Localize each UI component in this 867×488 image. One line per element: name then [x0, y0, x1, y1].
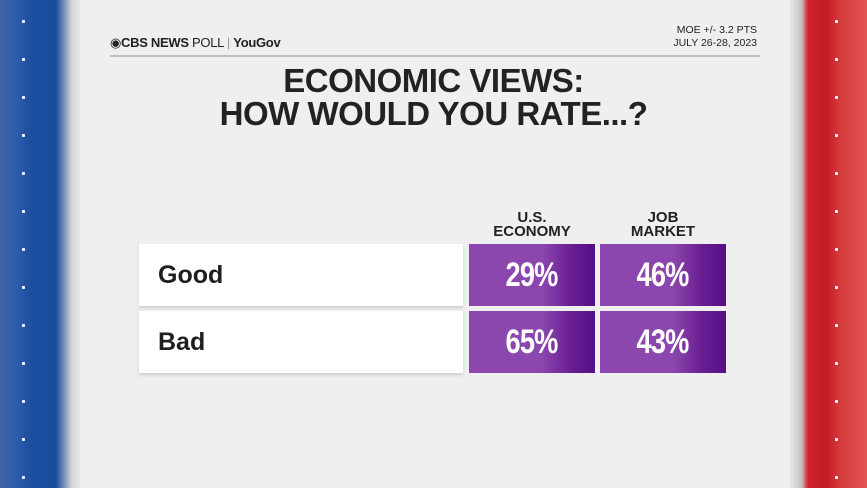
red-stripe-dot [835, 58, 838, 61]
row-label-bad: Bad [139, 311, 463, 373]
blue-stripe-dot [22, 172, 25, 175]
blue-stripe-dot [22, 96, 25, 99]
column-header-us-economy: U.S. ECONOMY [469, 209, 595, 240]
red-stripe-dot [835, 324, 838, 327]
blue-stripe-dot [22, 248, 25, 251]
poll-label: POLL [192, 35, 224, 50]
row-label-good: Good [139, 244, 463, 306]
cbs-yougov-logo: ◉CBS NEWS POLL | YouGov [110, 35, 281, 50]
brand: CBS NEWS [121, 35, 189, 50]
red-stripe-dot [835, 20, 838, 23]
cell-bad-us-economy: 65% [469, 311, 595, 373]
cell-good-job-market: 46% [600, 244, 726, 306]
red-stripe-dot [835, 172, 838, 175]
red-stripe-dot [835, 134, 838, 137]
column-header-job-market: JOB MARKET [600, 209, 726, 240]
blue-stripe-decoration [0, 0, 80, 488]
blue-stripe-dot [22, 134, 25, 137]
title-line-2: HOW WOULD YOU RATE...? [219, 95, 648, 132]
cbs-eye-icon: ◉ [110, 35, 122, 50]
red-stripe-dot [835, 476, 838, 479]
column-header-line: MARKET [630, 223, 696, 240]
partner: YouGov [233, 35, 281, 50]
value-label: 29% [505, 256, 559, 294]
red-stripe-dot [835, 210, 838, 213]
blue-stripe-dot [22, 324, 25, 327]
value-label: 65% [505, 323, 559, 361]
red-stripe-dot [835, 438, 838, 441]
blue-stripe-dot [22, 286, 25, 289]
poll-dates: JULY 26-28, 2023 [673, 37, 757, 49]
red-stripe-dot [835, 362, 838, 365]
blue-stripe-dot [22, 438, 25, 441]
blue-stripe-dot [22, 58, 25, 61]
value-label: 43% [636, 323, 690, 361]
red-stripe-dot [835, 248, 838, 251]
column-header-line: ECONOMY [493, 223, 571, 240]
value-label: 46% [636, 256, 690, 294]
blue-stripe-dot [22, 210, 25, 213]
blue-stripe-dot [22, 400, 25, 403]
cell-good-us-economy: 29% [469, 244, 595, 306]
red-stripe-dot [835, 286, 838, 289]
red-stripe-decoration [790, 0, 867, 488]
red-stripe-dot [835, 400, 838, 403]
cell-bad-job-market: 43% [600, 311, 726, 373]
column-header-line: JOB [647, 209, 679, 226]
page-title: ECONOMIC VIEWS: HOW WOULD YOU RATE...? [0, 64, 867, 130]
column-header-line: U.S. [517, 209, 547, 226]
poll-info: MOE +/- 3.2 PTS JULY 26-28, 2023 [673, 24, 757, 50]
blue-stripe-dot [22, 362, 25, 365]
blue-stripe-dot [22, 20, 25, 23]
margin-of-error: MOE +/- 3.2 PTS [676, 24, 757, 36]
header-divider [110, 55, 760, 57]
red-stripe-dot [835, 96, 838, 99]
title-line-1: ECONOMIC VIEWS: [283, 62, 584, 99]
blue-stripe-dot [22, 476, 25, 479]
